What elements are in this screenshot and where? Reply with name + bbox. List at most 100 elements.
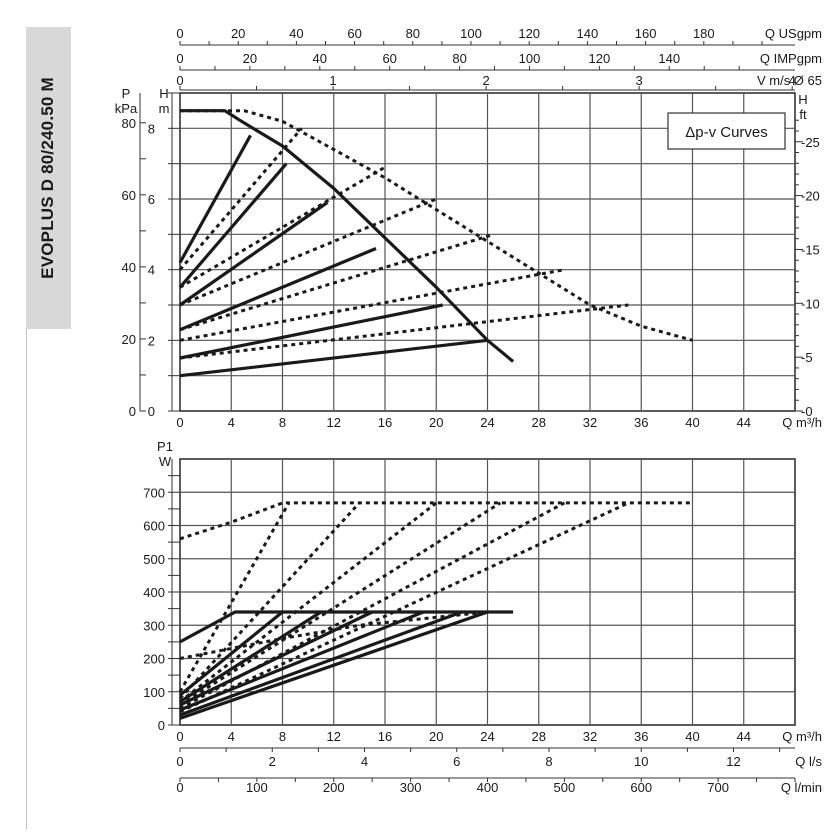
head-axis-m-tick-label: 4 — [148, 263, 155, 278]
power-chart: 0 4 8 12 16 20 24 28 32 36 40 44 Q m³/h0100200300400… — [143, 439, 822, 795]
head-dashed-curve — [179, 232, 495, 332]
head-x-tick-label: 24 — [480, 415, 494, 430]
head-top-axis-tick-label: 100 — [519, 51, 541, 66]
head-x-tick-label: 40 — [685, 415, 699, 430]
sidebar-divider — [26, 329, 27, 829]
head-chart: 0 4 8 12 16 20 24 28 32 36 40 44 Q m³/h02468Hm020406… — [115, 26, 822, 430]
head-top-axis-tick-label: 140 — [658, 51, 680, 66]
power-y-tick-label: 300 — [143, 618, 165, 633]
power-x-tick-label: 4 — [228, 729, 235, 744]
power-x-tick-label: 12 — [327, 729, 341, 744]
head-top-axis-tick-label: 40 — [289, 26, 303, 41]
power-y-unit-bottom: W — [159, 454, 172, 469]
head-top-axis-tick-label: 100 — [460, 26, 482, 41]
power-y-tick-label: 0 — [158, 718, 165, 733]
legend-text: Δp-v Curves — [685, 124, 768, 141]
power-dashed-curve — [179, 501, 693, 541]
power-bottom-axis-label: Q l/s — [795, 754, 822, 769]
power-x-axis-label: Q m³/h — [782, 729, 822, 744]
head-top-axis-tick-label: 20 — [231, 26, 245, 41]
power-bottom-axis-tick-label: 100 — [246, 780, 268, 795]
head-x-axis-label: Q m³/h — [782, 415, 822, 430]
power-bottom-axis-tick-label: 10 — [634, 754, 648, 769]
head-top-axis-tick-label: 40 — [313, 51, 327, 66]
head-top-axis-tick-label: 80 — [406, 26, 420, 41]
head-axis-ft-tick-label: -5 — [801, 350, 813, 365]
head-x-tick-label: 36 — [634, 415, 648, 430]
head-axis-ft-tick-label: -10 — [801, 296, 820, 311]
power-bottom-axis-tick-label: 4 — [361, 754, 368, 769]
head-top-axis-tick-label: 4 — [789, 73, 796, 88]
power-bottom-axis-tick-label: 200 — [323, 780, 345, 795]
head-top-axis-tick-label: 180 — [693, 26, 715, 41]
head-dashed-curve — [180, 109, 693, 342]
head-axis-kpa-tick-label: 0 — [129, 404, 136, 419]
head-x-tick-label: 28 — [532, 415, 546, 430]
head-axis-ft-tick-label: -25 — [801, 135, 820, 150]
head-x-tick-label: 16 — [378, 415, 392, 430]
head-top-axis-tick-label: 60 — [347, 26, 361, 41]
power-y-tick-label: 400 — [143, 585, 165, 600]
head-x-tick-label: 0 — [176, 415, 183, 430]
power-bottom-axis-tick-label: 6 — [453, 754, 460, 769]
head-x-tick-label: 20 — [429, 415, 443, 430]
power-bottom-axis-tick-label: 500 — [554, 780, 576, 795]
head-dashed-curve — [179, 268, 565, 342]
power-dashed-curve — [179, 501, 630, 714]
head-x-tick-label: 32 — [583, 415, 597, 430]
power-bottom-axis-tick-label: 12 — [726, 754, 740, 769]
head-solid-curve — [179, 303, 444, 360]
legend-box — [667, 112, 786, 150]
power-x-tick-label: 16 — [378, 729, 392, 744]
head-x-tick-label: 12 — [327, 415, 341, 430]
head-axis-m-tick-label: 0 — [148, 404, 155, 419]
head-x-tick-label: 8 — [279, 415, 286, 430]
power-solid-curve — [179, 610, 424, 712]
power-bottom-axis-tick-label: 700 — [707, 780, 729, 795]
head-top-axis-tick-label: 2 — [482, 73, 489, 88]
sidebar-tab — [26, 27, 71, 329]
power-x-tick-label: 44 — [737, 729, 751, 744]
head-top-axis-tick-label: 120 — [589, 51, 611, 66]
head-axis-ft-tick-label: -0 — [801, 404, 813, 419]
head-dashed-curve — [178, 127, 303, 271]
head-solid-curve — [179, 247, 377, 332]
head-axis-kpa-unit-top: P — [122, 86, 131, 101]
power-dashed-curve — [179, 501, 502, 707]
power-x-tick-label: 28 — [532, 729, 546, 744]
head-axis-m-unit-bottom: m — [159, 101, 170, 116]
head-axis-ft-unit-top: H — [798, 92, 807, 107]
power-y-tick-label: 600 — [143, 519, 165, 534]
head-axis-m-tick-label: 8 — [148, 121, 155, 136]
power-y-tick-label: 700 — [143, 485, 165, 500]
power-bottom-axis-tick-label: 2 — [269, 754, 276, 769]
power-y-tick-label: 500 — [143, 552, 165, 567]
power-solid-curve — [179, 610, 463, 717]
power-x-tick-label: 40 — [685, 729, 699, 744]
power-bottom-axis-tick-label: 600 — [630, 780, 652, 795]
head-top-axis-tick-label: 160 — [635, 26, 657, 41]
head-solid-curve — [179, 338, 488, 378]
head-top-axis-tick-label: 120 — [518, 26, 540, 41]
head-solid-curve — [180, 109, 515, 363]
head-top-axis-tick-label: 0 — [176, 73, 183, 88]
head-top-axis-tick-label: 1 — [329, 73, 336, 88]
power-y-unit-top: P1 — [157, 439, 173, 454]
head-axis-kpa-tick-label: 20 — [122, 332, 136, 347]
head-top-axis-tick-label: 140 — [577, 26, 599, 41]
head-top-axis-label: Q IMPgpm — [760, 51, 822, 66]
head-x-tick-label: 4 — [228, 415, 235, 430]
head-axis-m-tick-label: 2 — [148, 333, 155, 348]
head-axis-kpa-tick-label: 60 — [122, 188, 136, 203]
head-top-axis-label: Q USgpm — [765, 26, 822, 41]
head-top-axis-tick-label: 0 — [176, 26, 183, 41]
power-bottom-axis-label: Q l/min — [781, 780, 822, 795]
head-dashed-curve — [179, 303, 629, 360]
head-top-axis-tick-label: 60 — [382, 51, 396, 66]
head-axis-m-unit-top: H — [159, 86, 168, 101]
power-dashed-curve — [179, 501, 438, 703]
power-bottom-axis-tick-label: 0 — [176, 754, 183, 769]
power-solid-curve — [179, 610, 489, 720]
power-x-tick-label: 20 — [429, 729, 443, 744]
